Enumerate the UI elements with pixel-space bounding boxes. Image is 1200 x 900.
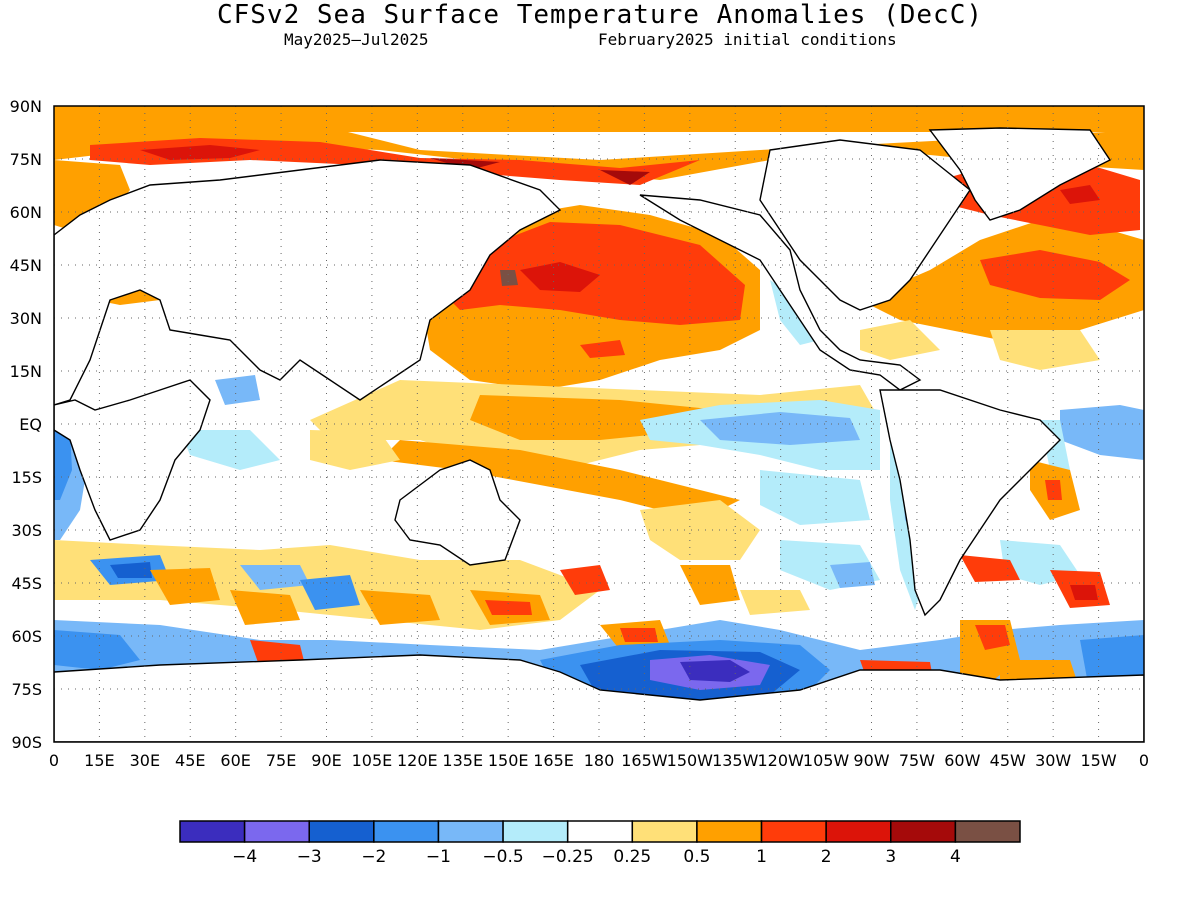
lon-label: 15W xyxy=(1080,751,1116,770)
colorbar-label: −0.25 xyxy=(542,847,594,867)
map-title: CFSv2 Sea Surface Temperature Anomalies … xyxy=(216,0,984,30)
colorbar-swatch xyxy=(437,820,504,843)
colorbar-labels: −4 −3 −2 −1 −0.5 −0.25 0.25 0.5 1 2 3 4 xyxy=(232,847,961,867)
colorbar xyxy=(179,820,1021,843)
lon-label: 165W xyxy=(621,751,668,770)
lon-label: 30E xyxy=(130,751,160,770)
lon-label: 120E xyxy=(397,751,438,770)
lat-label: 30S xyxy=(11,521,42,540)
lon-label: 150W xyxy=(667,751,714,770)
lon-label: 165E xyxy=(533,751,574,770)
colorbar-label: −3 xyxy=(297,847,322,867)
lon-label: 120W xyxy=(757,751,804,770)
lat-label: 15S xyxy=(11,468,42,487)
lat-label: 45N xyxy=(10,256,42,275)
lat-label: 75S xyxy=(11,680,42,699)
colorbar-swatch xyxy=(954,820,1021,843)
lon-label: 105W xyxy=(803,751,850,770)
lat-label: 45S xyxy=(11,574,42,593)
lon-label: 45E xyxy=(175,751,205,770)
lon-label: 135W xyxy=(712,751,759,770)
initial-conditions: February2025 initial conditions xyxy=(598,30,897,49)
lon-label: 45W xyxy=(990,751,1026,770)
colorbar-swatch xyxy=(696,820,763,843)
colorbar-swatch xyxy=(631,820,698,843)
longitude-labels: 0 15E 30E 45E 60E 75E 90E 105E 120E 135E 150E 165E 1… xyxy=(49,751,1149,770)
colorbar-label: −1 xyxy=(426,847,451,867)
lon-label: 0 xyxy=(1139,751,1149,770)
colorbar-swatch xyxy=(373,820,440,843)
lon-label: 150E xyxy=(488,751,529,770)
lon-label: 30W xyxy=(1035,751,1071,770)
colorbar-swatch xyxy=(566,820,634,843)
lat-label: 90N xyxy=(10,97,42,116)
anomaly-field xyxy=(54,106,1144,742)
colorbar-label: 0.5 xyxy=(683,847,710,867)
lat-label: 75N xyxy=(10,150,42,169)
colorbar-swatch xyxy=(308,820,375,843)
lon-label: 180 xyxy=(584,751,615,770)
colorbar-swatch xyxy=(243,820,310,843)
colorbar-label: −0.5 xyxy=(482,847,523,867)
forecast-period: May2025—Jul2025 xyxy=(284,30,429,49)
colorbar-swatch xyxy=(502,820,569,843)
colorbar-label: 4 xyxy=(950,847,961,867)
lon-label: 90E xyxy=(311,751,341,770)
colorbar-label: 3 xyxy=(885,847,896,867)
lat-label: 60S xyxy=(11,627,42,646)
colorbar-swatch xyxy=(179,820,246,843)
lon-label: 60W xyxy=(944,751,980,770)
map-frame xyxy=(53,105,1145,743)
latitude-labels: 90N 75N 60N 45N 30N 15N EQ 15S 30S 45S 60S 75S 90S xyxy=(10,97,42,752)
lat-label: 30N xyxy=(10,309,42,328)
lon-label: 105E xyxy=(352,751,393,770)
lat-label: 90S xyxy=(11,733,42,752)
colorbar-swatch xyxy=(890,820,957,843)
lon-label: 90W xyxy=(853,751,889,770)
colorbar-label: 2 xyxy=(821,847,832,867)
lon-label: 0 xyxy=(49,751,59,770)
lon-label: 75W xyxy=(899,751,935,770)
colorbar-swatch xyxy=(760,820,827,843)
lon-label: 75E xyxy=(266,751,296,770)
colorbar-label: −2 xyxy=(361,847,386,867)
lat-label: EQ xyxy=(19,415,42,434)
lat-label: 60N xyxy=(10,203,42,222)
colorbar-label: 0.25 xyxy=(613,847,651,867)
continents xyxy=(54,127,1144,742)
lon-label: 15E xyxy=(84,751,114,770)
lat-label: 15N xyxy=(10,362,42,381)
lon-label: 135E xyxy=(442,751,483,770)
lon-label: 60E xyxy=(220,751,250,770)
colorbar-label: −4 xyxy=(232,847,257,867)
colorbar-swatch xyxy=(825,820,892,843)
colorbar-label: 1 xyxy=(756,847,767,867)
